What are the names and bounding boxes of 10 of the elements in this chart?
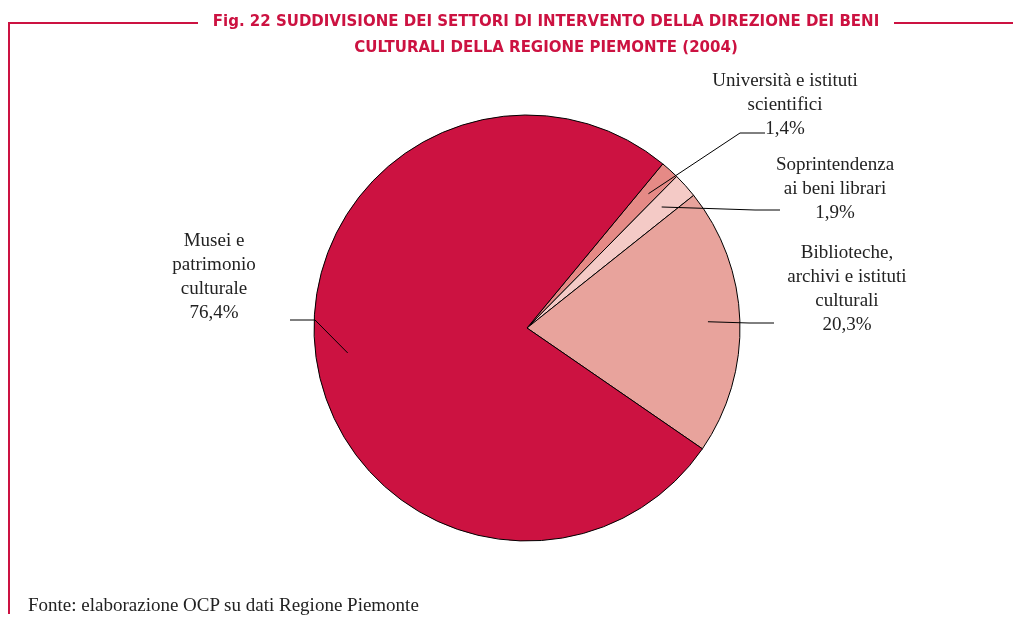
- slice-label: Biblioteche, archivi e istituti culturali: [787, 241, 907, 311]
- slice-label: Università e istituti scientifici: [712, 69, 858, 115]
- data-label: 76,4%: [189, 301, 239, 323]
- source-note: Fonte: elaborazione OCP su dati Regione Piemonte: [28, 594, 419, 616]
- slice-label: Musei e patrimonio culturale: [172, 229, 256, 299]
- data-label: 1,9%: [815, 201, 855, 223]
- data-label: 1,4%: [765, 117, 805, 139]
- data-label: 20,3%: [822, 313, 872, 335]
- chart-title: Fig. 22 SUDDIVISIONE DEI SETTORI DI INTERVENTO DELLA DIREZIONE DEI BENI CULTURALI DELLA REGIONE PIEMONTE (2004): [198, 8, 894, 60]
- slice-label: Soprintendenza ai beni librari: [775, 153, 895, 199]
